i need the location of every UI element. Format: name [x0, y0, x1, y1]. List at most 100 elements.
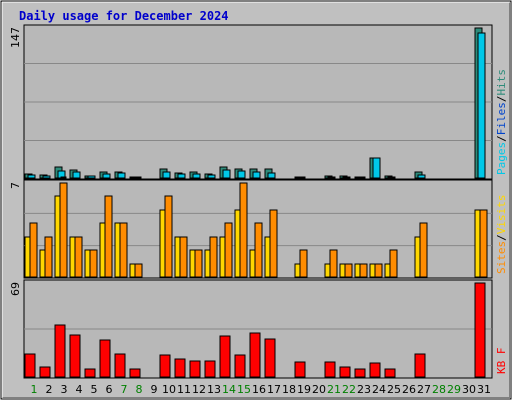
x-tick-label-28: 28	[432, 383, 446, 396]
x-tick-label-18: 18	[282, 383, 296, 396]
bar-hits-files-day-19	[297, 176, 306, 179]
bar-hits-files-day-31	[477, 32, 486, 179]
x-tick-label-25: 25	[387, 383, 401, 396]
bar-hits-files-day-24	[372, 157, 381, 179]
bar-kb-kb-f-day-16	[249, 332, 261, 378]
bar-visits-sites-day-15	[239, 182, 248, 278]
bar-hits-files-day-13	[207, 174, 216, 179]
x-tick-label-5: 5	[91, 383, 98, 396]
bar-hits-files-day-15	[237, 170, 246, 179]
legend-item-visits: Visits	[495, 195, 508, 235]
x-tick-label-7: 7	[121, 383, 128, 396]
bar-visits-sites-day-6	[104, 195, 113, 278]
x-tick-label-10: 10	[162, 383, 176, 396]
x-tick-label-31: 31	[477, 383, 491, 396]
bar-hits-files-day-2	[42, 175, 51, 179]
bar-kb-kb-f-day-14	[219, 335, 231, 378]
x-tick-label-24: 24	[372, 383, 386, 396]
x-tick-label-6: 6	[106, 383, 113, 396]
x-tick-label-16: 16	[252, 383, 266, 396]
legend-separator: /	[495, 234, 508, 241]
bar-hits-files-day-11	[177, 173, 186, 179]
bar-hits-files-day-14	[222, 169, 231, 179]
bar-hits-files-day-16	[252, 171, 261, 179]
legend-hits: Pages/Files/Hits	[495, 69, 508, 175]
bar-kb-kb-f-day-19	[294, 361, 306, 378]
x-tick-label-2: 2	[46, 383, 53, 396]
legend-item-files: Files	[495, 102, 508, 135]
bar-visits-sites-day-19	[299, 249, 308, 278]
x-tick-label-4: 4	[76, 383, 83, 396]
bar-kb-kb-f-day-22	[339, 366, 351, 378]
bar-kb-kb-f-day-21	[324, 361, 336, 378]
x-tick-label-20: 20	[312, 383, 326, 396]
bar-visits-sites-day-27	[419, 222, 428, 278]
bar-hits-files-day-27	[417, 174, 426, 179]
bar-hits-files-day-10	[162, 171, 171, 179]
bar-hits-files-day-25	[387, 176, 396, 179]
bar-kb-kb-f-day-24	[369, 362, 381, 378]
x-tick-label-13: 13	[207, 383, 221, 396]
bar-visits-sites-day-5	[89, 249, 98, 278]
bar-kb-kb-f-day-11	[174, 358, 186, 378]
bar-visits-sites-day-3	[59, 182, 68, 278]
bar-kb-kb-f-day-25	[384, 368, 396, 378]
bar-visits-sites-day-21	[329, 249, 338, 278]
x-tick-label-29: 29	[447, 383, 461, 396]
x-tick-label-27: 27	[417, 383, 431, 396]
bar-visits-sites-day-14	[224, 222, 233, 278]
bar-kb-kb-f-day-31	[474, 282, 486, 378]
legend-separator: /	[495, 135, 508, 142]
panel-visits: 7 Sites/Visits	[9, 179, 508, 279]
x-tick-label-15: 15	[237, 383, 251, 396]
x-tick-label-30: 30	[462, 383, 476, 396]
bar-visits-sites-day-31	[479, 209, 488, 278]
bar-visits-sites-day-24	[374, 263, 383, 278]
bar-kb-kb-f-day-12	[189, 360, 201, 378]
ymax-label-kb: 69	[9, 282, 22, 296]
bar-kb-kb-f-day-17	[264, 338, 276, 378]
legend-item-kb-f: KB F	[495, 348, 508, 375]
bar-visits-sites-day-23	[359, 263, 368, 278]
x-tick-label-3: 3	[61, 383, 68, 396]
bar-visits-sites-day-7	[119, 222, 128, 278]
bar-visits-sites-day-8	[134, 263, 143, 278]
bar-kb-kb-f-day-15	[234, 354, 246, 378]
bar-visits-sites-day-17	[269, 209, 278, 278]
bar-hits-files-day-23	[357, 176, 366, 179]
bar-visits-sites-day-11	[179, 236, 188, 278]
bar-hits-files-day-1	[27, 174, 36, 179]
bar-kb-kb-f-day-23	[354, 368, 366, 378]
bar-hits-files-day-22	[342, 176, 351, 179]
x-tick-label-26: 26	[402, 383, 416, 396]
bar-visits-sites-day-16	[254, 222, 263, 278]
legend-item-hits: Hits	[495, 69, 508, 96]
bar-visits-sites-day-10	[164, 195, 173, 278]
bar-visits-sites-day-4	[74, 236, 83, 278]
bar-kb-kb-f-day-1	[24, 353, 36, 378]
bar-kb-kb-f-day-5	[84, 368, 96, 378]
chart-title: Daily usage for December 2024	[19, 9, 229, 23]
bar-hits-files-day-6	[102, 173, 111, 179]
bar-hits-files-day-4	[72, 171, 81, 179]
bar-hits-files-day-7	[117, 172, 126, 179]
bar-kb-kb-f-day-4	[69, 334, 81, 378]
bar-kb-kb-f-day-7	[114, 353, 126, 378]
panel-kb: 69 KB F	[9, 279, 508, 379]
bar-hits-files-day-5	[87, 175, 96, 179]
legend-item-sites: Sites	[495, 241, 508, 274]
bar-hits-pages-day-8	[135, 176, 142, 179]
bar-kb-kb-f-day-2	[39, 366, 51, 378]
bar-visits-sites-day-2	[44, 236, 53, 278]
x-axis-labels: 1 2 3 4 5 6 7 8 9 10 11 12 13 14 15 16 17 18 19 20 21 22 23 24 2…	[31, 383, 492, 396]
bar-visits-sites-day-13	[209, 236, 218, 278]
ymax-label-visits: 7	[9, 182, 22, 189]
bar-visits-sites-day-12	[194, 249, 203, 278]
x-tick-label-21: 21	[327, 383, 341, 396]
x-tick-label-23: 23	[357, 383, 371, 396]
bar-hits-files-day-12	[192, 173, 201, 179]
x-tick-label-22: 22	[342, 383, 356, 396]
bar-kb-kb-f-day-27	[414, 353, 426, 378]
